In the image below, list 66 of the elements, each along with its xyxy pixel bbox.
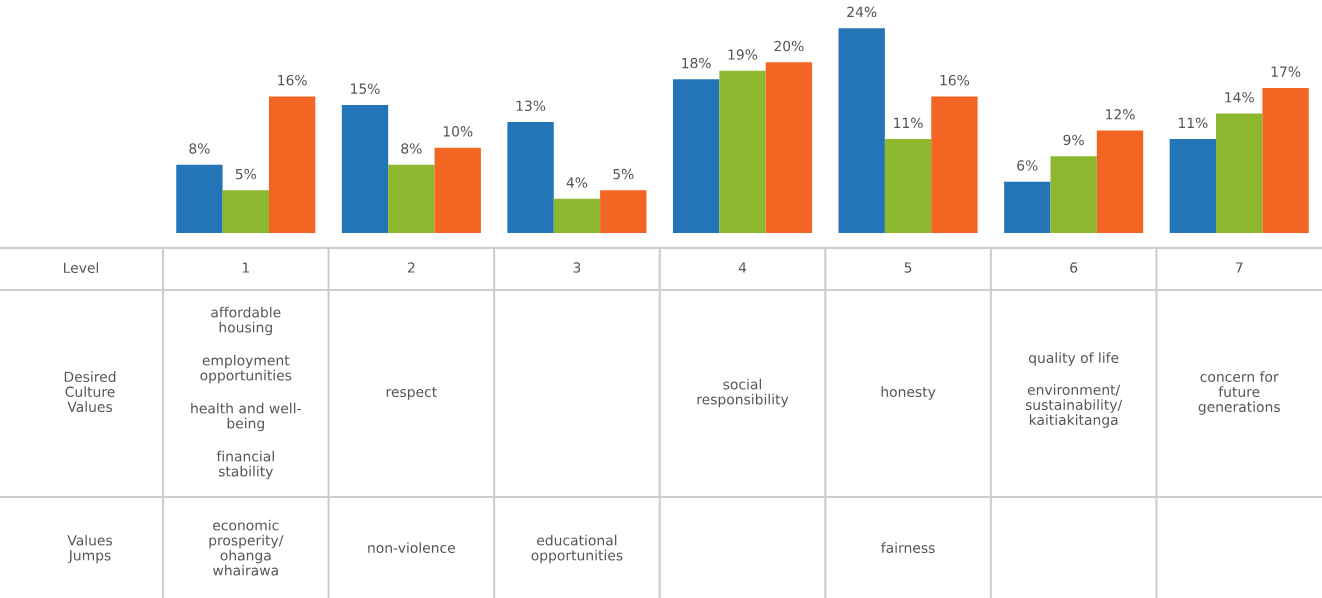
bar [388, 164, 435, 233]
data-label: 11% [894, 117, 923, 129]
bar [1216, 113, 1263, 233]
data-label: 14% [1225, 91, 1254, 103]
text: social responsibility [697, 378, 789, 408]
x-tick-label: 4 [738, 262, 747, 273]
bar [1050, 156, 1097, 233]
bar [222, 190, 269, 233]
bar [507, 122, 554, 233]
data-label: 16% [940, 74, 970, 86]
text: fairness [881, 542, 935, 554]
x-axis-title: Level [64, 262, 99, 274]
data-label: 13% [516, 100, 546, 112]
bar [341, 104, 389, 233]
data-label: 10% [443, 126, 473, 137]
bar [884, 139, 932, 233]
data-label: 8% [189, 143, 210, 154]
data-label: 16% [278, 74, 307, 86]
data-label: 5% [613, 168, 634, 180]
bar [672, 79, 720, 233]
x-tick-label: 3 [573, 262, 581, 273]
data-label: 6% [1017, 160, 1038, 171]
text: educational opportunities [531, 534, 623, 564]
bar [434, 147, 481, 233]
text: respect [386, 387, 437, 400]
data-label: 5% [235, 168, 257, 180]
text: concern for future generations [1198, 371, 1280, 415]
data-label: 20% [774, 40, 804, 52]
text: affordable housing [211, 306, 281, 336]
bar [553, 198, 601, 233]
x-tick-label: 5 [904, 262, 912, 273]
data-label: 8% [401, 143, 422, 154]
bar [1262, 87, 1309, 233]
text: quality of life [1028, 352, 1119, 366]
bar [1004, 181, 1051, 233]
data-label: 17% [1271, 66, 1301, 77]
text: honesty [881, 386, 936, 400]
x-tick-label: 2 [407, 262, 415, 273]
text: health and well- being [191, 402, 301, 432]
bar [176, 164, 223, 233]
x-tick-label: 6 [1070, 262, 1078, 273]
data-label: 9% [1063, 134, 1084, 146]
bar [600, 190, 647, 233]
data-label: 18% [682, 57, 711, 69]
data-label: 19% [728, 49, 758, 60]
data-label: 15% [351, 83, 380, 94]
data-label: 24% [847, 6, 877, 18]
bar [1169, 139, 1217, 233]
text: economic prosperity/ ohanga whairawa [209, 519, 284, 576]
bar [765, 62, 813, 233]
data-label: 4% [566, 177, 588, 188]
bar [931, 96, 978, 233]
x-tick-label: 7 [1235, 262, 1243, 273]
bar [838, 28, 885, 233]
text: non-violence [368, 542, 455, 554]
text: financial stability [216, 450, 274, 480]
text: Desired Culture Values [64, 371, 116, 413]
bar [1096, 130, 1144, 233]
x-tick-label: 1 [242, 262, 249, 273]
data-label: 11% [1178, 117, 1208, 129]
bar [719, 70, 766, 233]
text: Values Jumps [67, 534, 113, 564]
text: employment opportunities [200, 354, 292, 384]
data-label: 12% [1106, 109, 1135, 120]
text: environment/ sustainability/ kaitiakitanga [1025, 384, 1123, 428]
bar [268, 96, 316, 233]
